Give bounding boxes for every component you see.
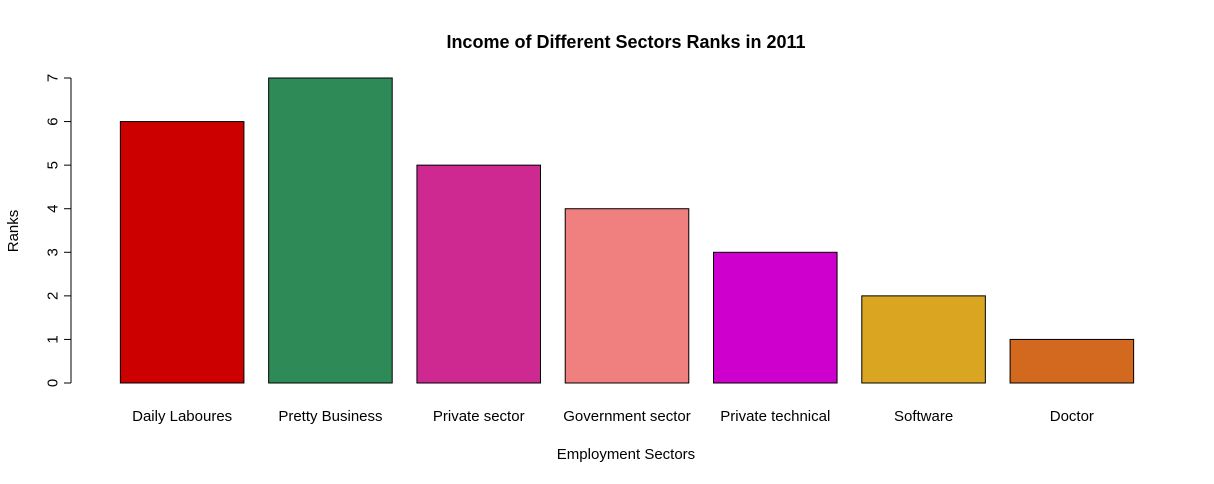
bar (564, 208, 690, 384)
y-tick-label: 0 (44, 379, 61, 387)
y-tick-label: 6 (44, 117, 61, 125)
bar (416, 164, 541, 384)
y-tick-label: 5 (44, 161, 61, 169)
bar (713, 251, 838, 384)
bar (1009, 338, 1135, 384)
x-tick-label: Pretty Business (278, 408, 382, 425)
x-tick-label: Doctor (1050, 408, 1094, 425)
x-tick-label: Government sector (563, 408, 691, 425)
y-tick-label: 7 (44, 74, 61, 82)
y-tick-label: 4 (44, 205, 61, 213)
x-tick-label: Private technical (720, 408, 830, 425)
bar (268, 77, 393, 384)
y-axis: 0 1 2 3 4 5 6 7 (44, 74, 72, 387)
x-tick-label: Private sector (433, 408, 525, 425)
bar (861, 295, 986, 384)
y-tick-label: 3 (44, 248, 61, 256)
x-axis-label: Employment Sectors (557, 446, 695, 463)
x-tick-label: Software (894, 408, 953, 425)
bar (119, 121, 245, 384)
y-tick-label: 1 (44, 335, 61, 343)
y-tick-label: 2 (44, 292, 61, 300)
bars-group (119, 77, 1135, 384)
x-tick-labels: Daily Laboures Pretty Business Private sec… (132, 408, 1094, 425)
x-tick-label: Daily Laboures (132, 408, 232, 425)
chart-title: Income of Different Sectors Ranks in 201… (446, 32, 805, 52)
y-axis-label: Ranks (5, 210, 22, 253)
